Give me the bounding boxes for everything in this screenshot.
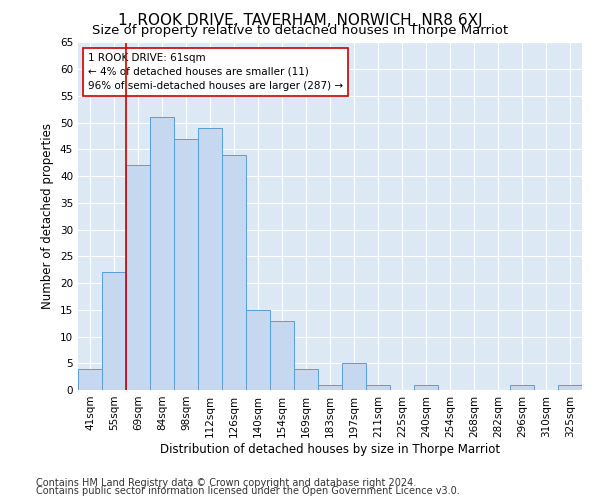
Bar: [342, 364, 366, 390]
Bar: [414, 384, 438, 390]
Bar: [318, 384, 342, 390]
Bar: [174, 138, 198, 390]
Text: 1 ROOK DRIVE: 61sqm
← 4% of detached houses are smaller (11)
96% of semi-detache: 1 ROOK DRIVE: 61sqm ← 4% of detached hou…: [88, 53, 343, 91]
Bar: [78, 368, 102, 390]
Bar: [150, 118, 174, 390]
Bar: [126, 166, 150, 390]
Text: 1, ROOK DRIVE, TAVERHAM, NORWICH, NR8 6XJ: 1, ROOK DRIVE, TAVERHAM, NORWICH, NR8 6X…: [118, 12, 482, 28]
X-axis label: Distribution of detached houses by size in Thorpe Marriot: Distribution of detached houses by size …: [160, 442, 500, 456]
Text: Contains public sector information licensed under the Open Government Licence v3: Contains public sector information licen…: [36, 486, 460, 496]
Bar: [366, 384, 390, 390]
Bar: [558, 384, 582, 390]
Bar: [270, 320, 294, 390]
Bar: [246, 310, 270, 390]
Bar: [510, 384, 534, 390]
Bar: [102, 272, 126, 390]
Text: Contains HM Land Registry data © Crown copyright and database right 2024.: Contains HM Land Registry data © Crown c…: [36, 478, 416, 488]
Text: Size of property relative to detached houses in Thorpe Marriot: Size of property relative to detached ho…: [92, 24, 508, 37]
Bar: [198, 128, 222, 390]
Bar: [222, 155, 246, 390]
Bar: [294, 368, 318, 390]
Y-axis label: Number of detached properties: Number of detached properties: [41, 123, 55, 309]
